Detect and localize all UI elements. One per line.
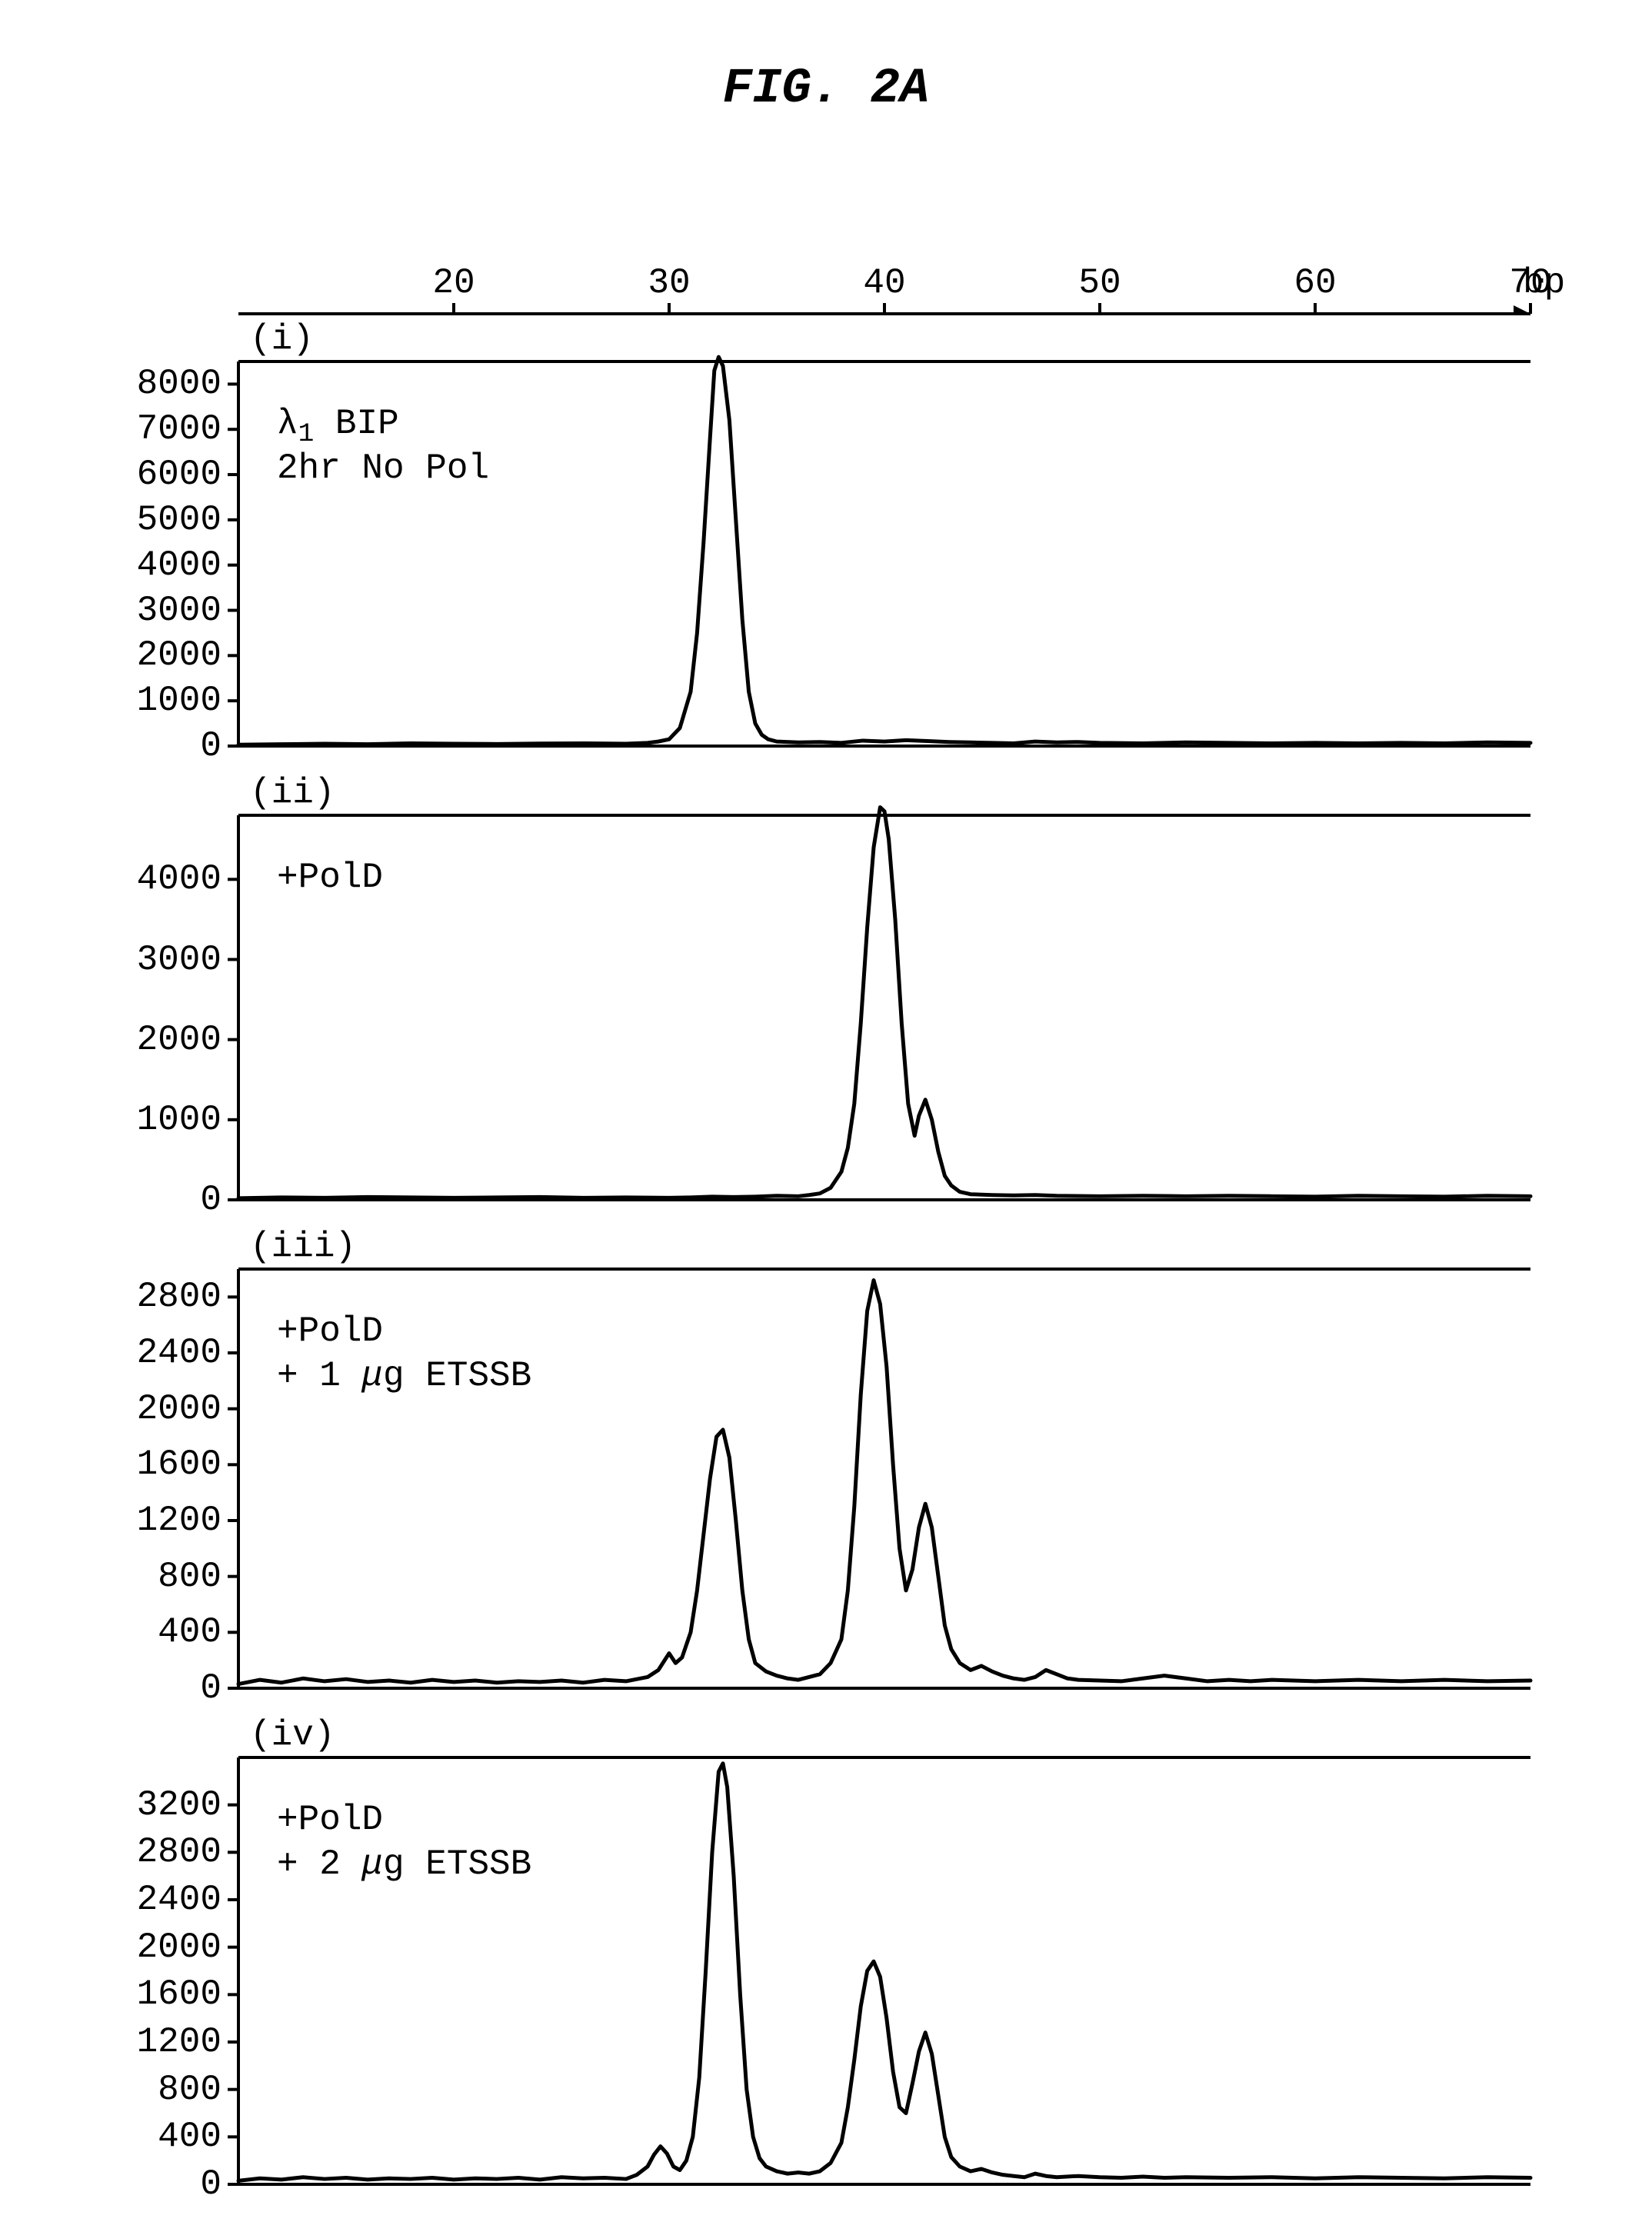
chart-panel: (iii)040080012001600200024002800+PolD+ 1… [108, 1223, 1546, 1692]
panels-area: (i)010002000300040005000600070008000λ1 B… [108, 315, 1546, 2188]
chart-panel: (iv)0400800120016002000240028003200+PolD… [108, 1711, 1546, 2188]
chart-condition-label: λ1 BIP [277, 404, 399, 449]
bp-unit-label: bp [1523, 263, 1584, 303]
x-axis: 203040506070bp [108, 262, 1546, 315]
chart-condition-label: 2hr No Pol [277, 448, 489, 488]
panels-container: 203040506070bp (i)0100020003000400050006… [108, 262, 1546, 2207]
chart-condition-label: + 2 μg ETSSB [277, 1844, 531, 1884]
chart-condition-label: +PolD [277, 858, 383, 898]
chart-condition-label: + 1 μg ETSSB [277, 1356, 531, 1396]
chart-condition-label: +PolD [277, 1800, 383, 1840]
figure-title: FIG. 2A [0, 62, 1652, 117]
chart-panel: (ii)01000200030004000+PolD [108, 769, 1546, 1204]
chart-condition-label: +PolD [277, 1311, 383, 1351]
chart-panel: (i)010002000300040005000600070008000λ1 B… [108, 315, 1546, 750]
